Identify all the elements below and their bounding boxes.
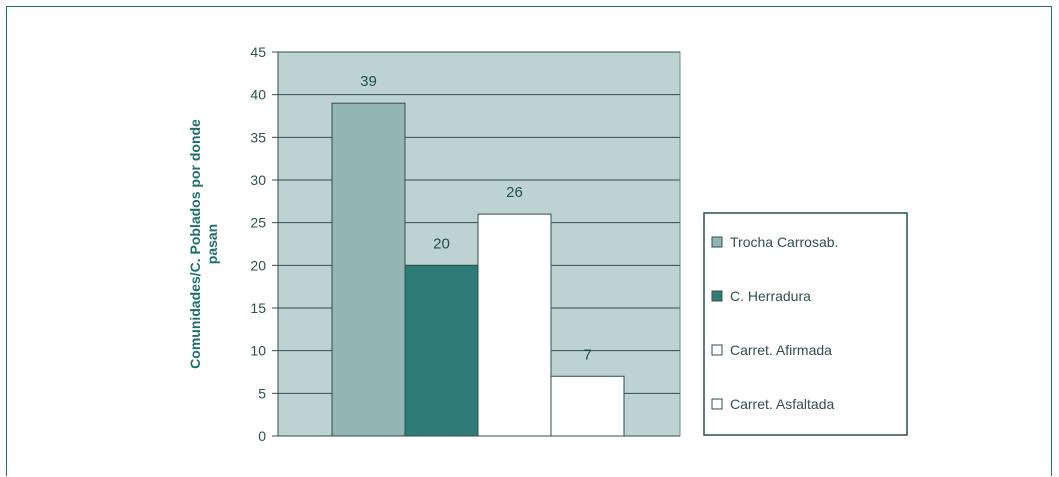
legend-label: Trocha Carrosab. xyxy=(730,234,838,250)
y-tick-label: 40 xyxy=(250,87,266,103)
legend-swatch xyxy=(711,236,723,248)
y-tick-label: 5 xyxy=(258,385,266,401)
legend-swatch xyxy=(711,290,723,302)
legend-label: C. Herradura xyxy=(730,288,811,304)
y-tick-label: 0 xyxy=(258,428,266,444)
legend-box xyxy=(703,212,908,436)
bar-trocha-carrosab- xyxy=(331,102,406,437)
legend-label: Carret. Asfaltada xyxy=(730,396,834,412)
legend-swatch xyxy=(711,344,723,356)
legend-label: Carret. Afirmada xyxy=(730,342,832,358)
y-tick-label: 45 xyxy=(250,44,266,60)
y-axis-label: Comunidades/C. Poblados por dondepasan xyxy=(187,119,220,369)
legend-swatch xyxy=(711,398,723,410)
y-tick-label: 30 xyxy=(250,172,266,188)
y-tick-label: 25 xyxy=(250,215,266,231)
data-label: 20 xyxy=(433,235,450,252)
data-label: 39 xyxy=(360,73,377,90)
bar-c-herradura xyxy=(404,264,479,437)
bar-carret-asfaltada xyxy=(550,375,625,437)
y-tick-label: 35 xyxy=(250,129,266,145)
data-label: 7 xyxy=(583,346,591,363)
y-tick-label: 15 xyxy=(250,300,266,316)
figure-frame xyxy=(6,6,1052,476)
y-tick-label: 10 xyxy=(250,343,266,359)
data-label: 26 xyxy=(506,184,523,201)
bar-carret-afirmada xyxy=(477,213,552,437)
y-tick-label: 20 xyxy=(250,257,266,273)
